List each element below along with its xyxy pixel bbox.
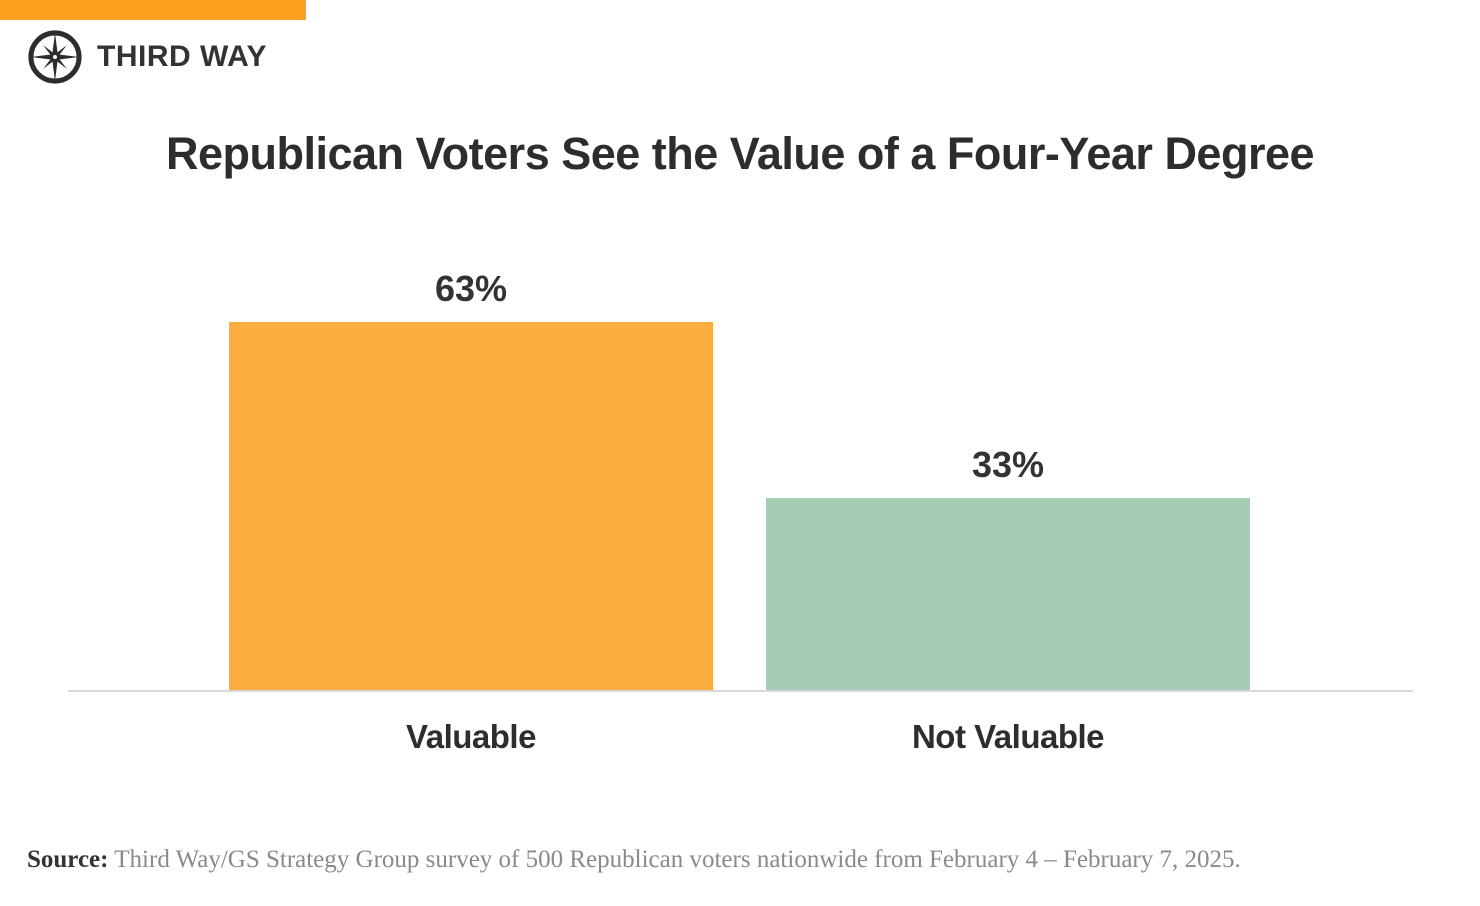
x-axis-line xyxy=(68,690,1413,692)
top-accent-bar xyxy=(0,0,306,20)
source-label: Source: xyxy=(27,846,109,873)
bar-valuable xyxy=(229,322,713,692)
compass-star-icon xyxy=(28,30,82,84)
source-text: Third Way/GS Strategy Group survey of 50… xyxy=(108,846,1241,873)
brand-name: THIRD WAY xyxy=(97,40,268,73)
chart-title: Republican Voters See the Value of a Fou… xyxy=(165,128,1315,179)
bar-chart: 63% 33% xyxy=(0,242,1480,692)
bar-not-valuable xyxy=(766,498,1250,692)
source-note: Source: Third Way/GS Strategy Group surv… xyxy=(27,846,1457,874)
value-label-not-valuable: 33% xyxy=(971,444,1045,485)
value-label-valuable: 63% xyxy=(434,268,508,309)
category-labels: Valuable Not Valuable xyxy=(0,718,1480,762)
category-label-valuable: Valuable xyxy=(406,718,536,755)
brand-logo: THIRD WAY xyxy=(27,29,267,85)
category-label-not-valuable: Not Valuable xyxy=(911,718,1105,755)
